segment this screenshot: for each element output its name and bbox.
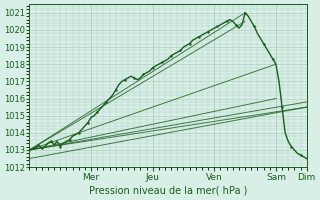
X-axis label: Pression niveau de la mer( hPa ): Pression niveau de la mer( hPa ) (89, 186, 247, 196)
